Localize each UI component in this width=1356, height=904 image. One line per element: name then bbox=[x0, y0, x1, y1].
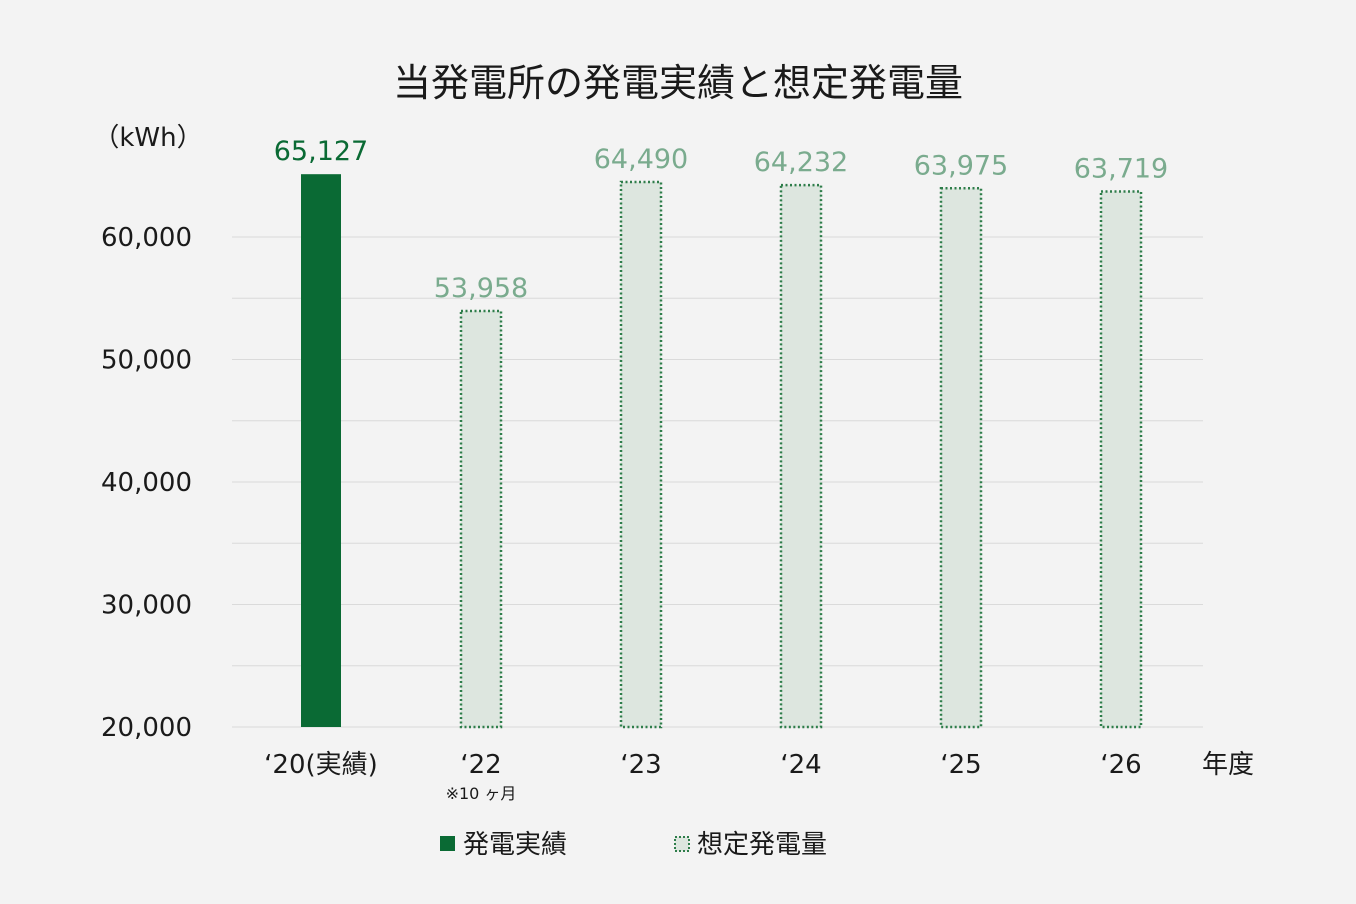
x-tick-label: ‘26 bbox=[1100, 750, 1141, 780]
x-tick-label: ‘20(実績) bbox=[264, 750, 378, 780]
bar-projected bbox=[1099, 190, 1143, 729]
y-tick-label: 20,000 bbox=[101, 713, 192, 743]
legend-swatch-actual bbox=[440, 836, 455, 851]
x-tick-note: ※10 ヶ月 bbox=[446, 784, 517, 803]
y-tick-label: 50,000 bbox=[101, 346, 192, 376]
legend: 発電実績 想定発電量 bbox=[440, 830, 827, 860]
data-label: 63,719 bbox=[1074, 153, 1168, 184]
legend-label-projected: 想定発電量 bbox=[697, 830, 827, 860]
y-tick-label: 60,000 bbox=[101, 223, 192, 253]
bar-projected bbox=[939, 187, 983, 729]
chart-title: 当発電所の発電実績と想定発電量 bbox=[393, 61, 963, 105]
y-axis-ticks: 20,000 30,000 40,000 50,000 60,000 bbox=[101, 223, 192, 743]
bar-actual bbox=[301, 174, 341, 728]
x-tick-label: ‘22 bbox=[460, 750, 501, 780]
data-label: 64,490 bbox=[594, 144, 688, 175]
bar-projected bbox=[619, 180, 663, 729]
bar-projected bbox=[459, 309, 503, 729]
bars: 65,127 53,958 64,490 64,232 63,975 63,719 bbox=[274, 136, 1168, 729]
y-tick-label: 40,000 bbox=[101, 468, 192, 498]
legend-label-actual: 発電実績 bbox=[463, 830, 567, 860]
y-axis-unit-label: （kWh） bbox=[93, 123, 202, 153]
legend-swatch-projected bbox=[674, 836, 690, 852]
x-axis-label: 年度 bbox=[1202, 750, 1254, 780]
gridlines bbox=[232, 236, 1203, 728]
x-tick-label: ‘25 bbox=[940, 750, 981, 780]
x-tick-label: ‘23 bbox=[620, 750, 661, 780]
x-tick-label: ‘24 bbox=[780, 750, 821, 780]
data-label: 64,232 bbox=[754, 147, 848, 178]
data-label: 53,958 bbox=[434, 273, 528, 304]
data-label: 63,975 bbox=[914, 150, 1008, 181]
x-axis-ticks: ‘20(実績) ‘22 ※10 ヶ月 ‘23 ‘24 ‘25 ‘26 bbox=[264, 750, 1142, 803]
bar-projected bbox=[779, 183, 823, 729]
y-tick-label: 30,000 bbox=[101, 591, 192, 621]
data-label: 65,127 bbox=[274, 136, 368, 167]
